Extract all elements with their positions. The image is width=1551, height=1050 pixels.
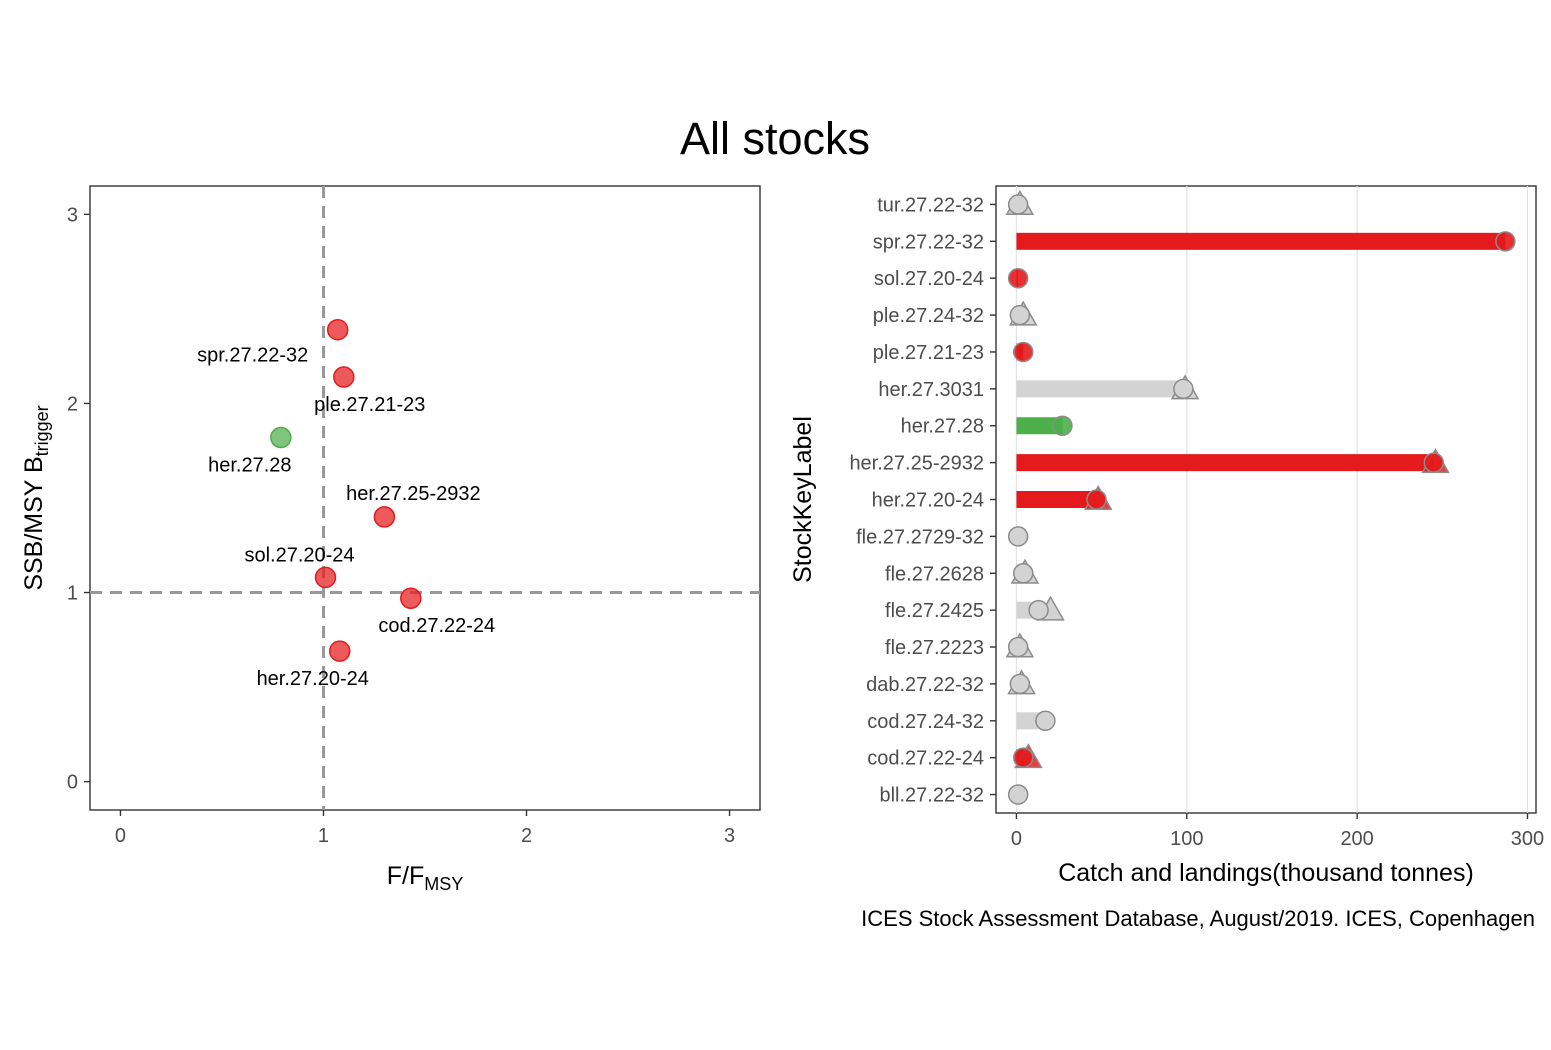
catch-marker xyxy=(1007,636,1029,658)
stock-point-label: sol.27.20-24 xyxy=(244,544,354,566)
catch-bar xyxy=(1016,232,1506,250)
catch-marker xyxy=(1013,747,1034,768)
catch-marker xyxy=(1009,304,1031,326)
y-tick-label: fle.27.2223 xyxy=(885,637,984,659)
stock-point-label: cod.27.22-24 xyxy=(378,615,495,637)
y-axis-title: SSB/MSY Btrigger xyxy=(20,405,52,590)
stock-point xyxy=(270,426,292,449)
stock-point xyxy=(373,506,396,528)
y-tick-label: 1 xyxy=(67,583,78,605)
catch-marker xyxy=(1013,563,1034,584)
stock-point-label: spr.27.22-32 xyxy=(197,345,308,367)
x-axis-title-subscript: MSY xyxy=(424,874,463,894)
y-tick-label: 2 xyxy=(67,393,78,415)
catch-marker xyxy=(1173,378,1194,400)
catch-bar xyxy=(1016,417,1063,435)
stock-point-label: her.27.20-24 xyxy=(257,668,369,690)
y-tick-label: 3 xyxy=(67,204,78,226)
y-tick-label: fle.27.2628 xyxy=(885,563,984,585)
y-tick-label: fle.27.2425 xyxy=(885,600,984,622)
stock-point xyxy=(328,640,351,662)
catch-marker xyxy=(1007,526,1029,547)
y-tick-label: her.27.3031 xyxy=(878,379,984,401)
catch-bar xyxy=(1016,491,1097,508)
x-tick-label: 300 xyxy=(1511,828,1544,850)
stock-point xyxy=(333,366,355,388)
catch-marker xyxy=(1052,415,1073,436)
x-tick-label: 100 xyxy=(1170,828,1203,850)
y-tick-label: cod.27.22-24 xyxy=(867,748,984,770)
y-tick-label: spr.27.22-32 xyxy=(873,231,984,253)
stock-point xyxy=(326,318,349,341)
catch-bar xyxy=(1016,454,1434,472)
stock-point-label: her.27.25-2932 xyxy=(346,483,481,505)
plot-frame xyxy=(89,185,761,811)
x-tick-label: 2 xyxy=(521,825,532,847)
catch-marker xyxy=(1086,489,1107,510)
x-tick-label: 200 xyxy=(1340,828,1373,850)
kobe-plot-panel: 0 1 2 3 0 1 2 3 F/FMSY SSB/MSY Btrigger spr.27.22-… xyxy=(20,185,761,894)
catch-bar-panel: tur.27.22-32 spr.27.22-32 sol.27.20-24 ple.… xyxy=(789,185,1544,887)
y-tick-label: her.27.20-24 xyxy=(872,490,984,512)
catch-bar xyxy=(1016,380,1184,398)
catch-marker xyxy=(1007,784,1029,805)
y-tick-label: cod.27.24-32 xyxy=(867,711,984,733)
y-axis-title: StockKeyLabel xyxy=(789,416,817,583)
catch-marker xyxy=(1423,452,1445,473)
y-tick-label: tur.27.22-32 xyxy=(877,194,984,216)
y-tick-label: ple.27.21-23 xyxy=(873,342,984,364)
stock-point-label: her.27.28 xyxy=(208,454,291,476)
catch-marker xyxy=(1007,267,1029,289)
catch-marker xyxy=(1028,599,1049,621)
catch-marker xyxy=(1013,341,1034,363)
chart-title: All stocks xyxy=(680,113,870,164)
catch-marker xyxy=(1495,231,1516,252)
x-axis-title-main: F/F xyxy=(387,862,425,890)
x-tick-label: 1 xyxy=(318,825,329,847)
x-axis-title: Catch and landings(thousand tonnes) xyxy=(1058,859,1474,887)
source-caption: ICES Stock Assessment Database, August/2… xyxy=(861,906,1535,931)
stock-point xyxy=(400,587,422,609)
y-tick-label: bll.27.22-32 xyxy=(879,785,984,807)
x-tick-label: 0 xyxy=(1011,828,1022,850)
x-tick-label: 3 xyxy=(724,825,735,847)
y-tick-label: her.27.28 xyxy=(901,416,984,438)
y-tick-label: sol.27.20-24 xyxy=(874,268,984,290)
catch-marker xyxy=(1035,710,1056,732)
y-axis-title-subscript: trigger xyxy=(32,405,52,456)
stock-point xyxy=(314,566,337,589)
y-tick-label: fle.27.2729-32 xyxy=(856,526,984,548)
x-axis-title: F/FMSY xyxy=(387,862,464,894)
catch-marker xyxy=(1007,194,1029,215)
y-tick-label: her.27.25-2932 xyxy=(849,453,984,475)
x-tick-label: 0 xyxy=(115,825,126,847)
y-tick-label: 0 xyxy=(67,772,78,794)
y-axis-title-main: SSB/MSY B xyxy=(20,456,48,590)
y-tick-label: ple.27.24-32 xyxy=(873,305,984,327)
catch-marker xyxy=(1009,673,1031,695)
stock-point-label: ple.27.21-23 xyxy=(314,394,425,416)
y-tick-label: dab.27.22-32 xyxy=(866,674,984,696)
